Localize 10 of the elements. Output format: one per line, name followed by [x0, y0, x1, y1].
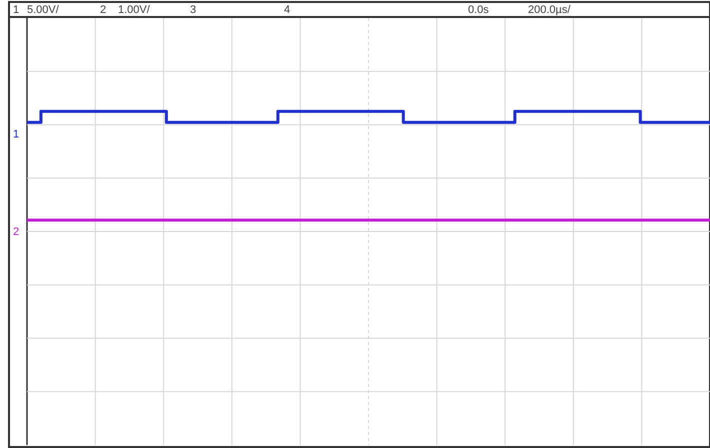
- text: 1.00V/: [118, 4, 151, 16]
- text: 0.0s: [468, 4, 490, 16]
- text: 4: [284, 4, 290, 16]
- text: 2: [100, 4, 106, 16]
- text: 200.0µs/: [528, 4, 572, 16]
- text: 1: [13, 4, 20, 16]
- text: 3: [190, 4, 196, 16]
- series-label: 2: [13, 226, 20, 238]
- text: 5.00V/: [27, 4, 60, 16]
- series-label: 1: [13, 128, 20, 140]
